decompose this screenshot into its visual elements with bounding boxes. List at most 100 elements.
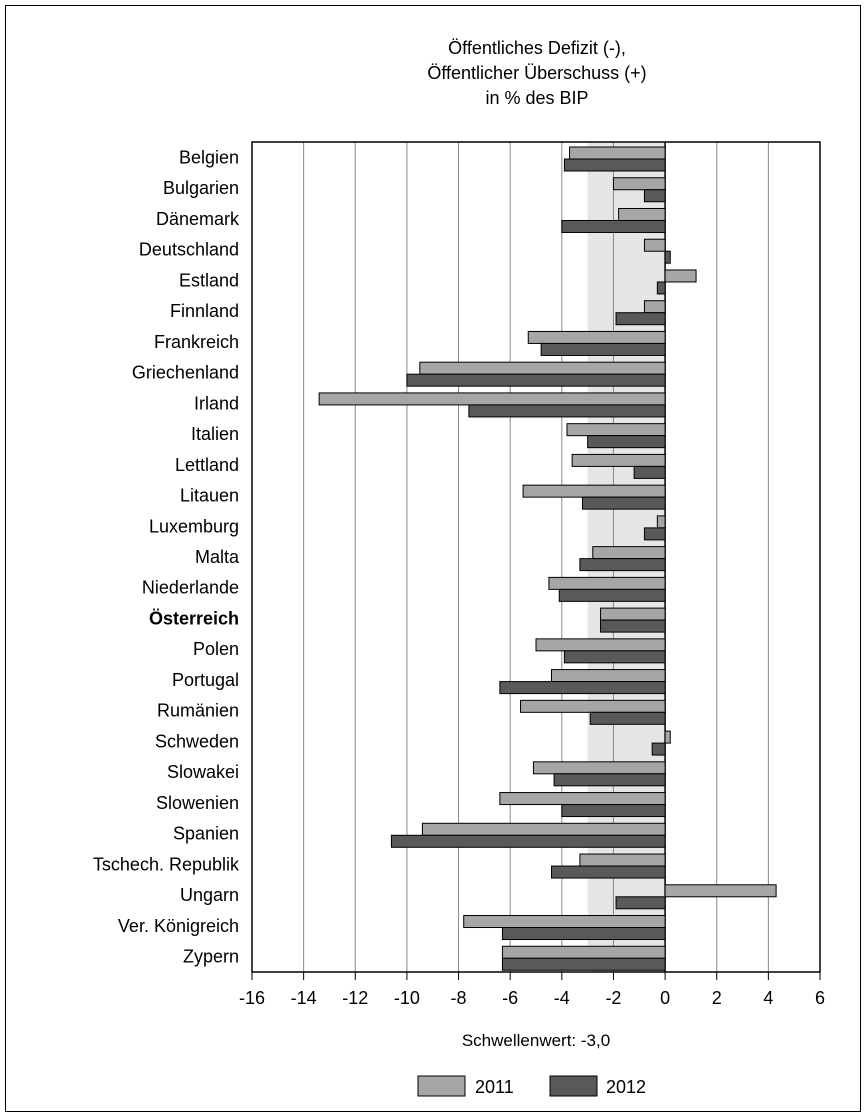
bar-2011 (664, 884, 777, 898)
bar-2012 (615, 312, 666, 326)
legend-swatch-2012 (549, 1075, 598, 1097)
category-label: Slowenien (156, 793, 239, 813)
bar-2012 (499, 681, 666, 695)
bar-2012 (579, 558, 666, 572)
bar-2011 (569, 146, 666, 160)
bar-2012 (553, 773, 666, 787)
bar-2012 (633, 465, 666, 479)
bar-2012 (651, 742, 666, 756)
category-label: Deutschland (139, 240, 239, 260)
chart-frame (5, 5, 861, 1112)
bar-2012 (563, 158, 666, 172)
legend-label-2011: 2011 (475, 1077, 514, 1097)
x-tick-label: -8 (451, 988, 467, 1008)
bar-2011 (499, 792, 666, 806)
bar-2012 (615, 896, 666, 910)
legend-swatch-2011 (417, 1075, 466, 1097)
bar-2012 (643, 189, 666, 203)
bar-2012 (390, 834, 666, 848)
x-tick-label: -4 (554, 988, 570, 1008)
bar-2012 (643, 527, 666, 541)
bar-2012 (540, 342, 666, 356)
category-label: Italien (191, 424, 239, 444)
category-labels: Belgien Bulgarien Dänemark Deutschland Estla… (93, 147, 240, 966)
bar-2012 (501, 927, 666, 941)
bar-2011 (527, 330, 666, 344)
bar-2012 (589, 711, 666, 725)
category-label: Ver. Königreich (118, 916, 239, 936)
bar-2011 (643, 300, 666, 314)
bar-2011 (520, 699, 666, 713)
category-label: Rumänien (157, 701, 239, 721)
bar-2011 (522, 484, 666, 498)
bar-2012 (561, 804, 666, 818)
bar-2011 (318, 392, 666, 406)
category-label: Luxemburg (149, 516, 239, 536)
x-tick-label: -12 (342, 988, 368, 1008)
category-label: Niederlande (142, 578, 239, 598)
chart-title-line-2: Öffentlicher Überschuss (+) (427, 63, 646, 83)
category-label: Tschech. Republik (93, 854, 240, 874)
x-axis-ticks: -16 -14 -12 -10 -8 -6 -4 -2 0 2 4 6 (239, 972, 825, 1008)
bar-2011 (664, 269, 697, 283)
x-tick-label: 6 (815, 988, 825, 1008)
bar-2012 (406, 373, 666, 387)
chart-title-line-1: Öffentliches Defizit (-), (448, 38, 626, 58)
category-label: Ungarn (180, 885, 239, 905)
x-tick-label: -2 (605, 988, 621, 1008)
bar-2012 (600, 619, 666, 633)
category-label: Frankreich (154, 332, 239, 352)
bar-2012 (501, 957, 666, 971)
bar-2012 (664, 250, 671, 264)
bar-2011 (600, 607, 666, 621)
category-label: Estland (179, 270, 239, 290)
category-label: Belgien (179, 147, 239, 167)
category-label: Zypern (183, 947, 239, 967)
x-tick-label: 2 (712, 988, 722, 1008)
threshold-label: Schwellenwert: -3,0 (462, 1031, 610, 1050)
category-label: Portugal (172, 670, 239, 690)
category-label: Schweden (155, 731, 239, 751)
category-label: Malta (195, 547, 240, 567)
category-label: Polen (193, 639, 239, 659)
legend: 2011 2012 (417, 1075, 646, 1097)
x-tick-label: -14 (291, 988, 317, 1008)
bar-2011 (421, 822, 666, 836)
bar-2012 (587, 435, 666, 449)
bar-2011 (656, 515, 666, 529)
category-label: Litauen (180, 486, 239, 506)
bar-2011 (579, 853, 666, 867)
bars (318, 146, 777, 971)
bar-2011 (612, 177, 666, 191)
bar-2011 (566, 423, 666, 437)
bar-2011 (419, 361, 666, 375)
category-label: Dänemark (156, 209, 240, 229)
category-label: Bulgarien (163, 178, 239, 198)
bar-2012 (550, 865, 666, 879)
bar-2011 (532, 761, 666, 775)
chart-title-line-3: in % des BIP (485, 88, 588, 108)
x-tick-label: -6 (502, 988, 518, 1008)
bar-2012 (563, 650, 666, 664)
bar-2012 (558, 588, 666, 602)
bar-2011 (463, 915, 666, 929)
bar-2011 (550, 669, 666, 683)
x-tick-label: 4 (763, 988, 773, 1008)
x-tick-label: -10 (394, 988, 420, 1008)
bar-2011 (592, 546, 666, 560)
bar-2011 (664, 730, 671, 744)
plot-area (251, 141, 821, 973)
bar-2011 (501, 945, 666, 959)
category-label: Österreich (149, 608, 239, 628)
bar-2012 (468, 404, 666, 418)
category-label: Finnland (170, 301, 239, 321)
bar-2012 (561, 219, 666, 233)
category-label: Slowakei (167, 762, 239, 782)
bar-2012 (656, 281, 666, 295)
x-tick-label: -16 (239, 988, 265, 1008)
x-tick-label: 0 (660, 988, 670, 1008)
category-label: Lettland (175, 455, 239, 475)
bar-2012 (581, 496, 666, 510)
bar-2011 (535, 638, 666, 652)
